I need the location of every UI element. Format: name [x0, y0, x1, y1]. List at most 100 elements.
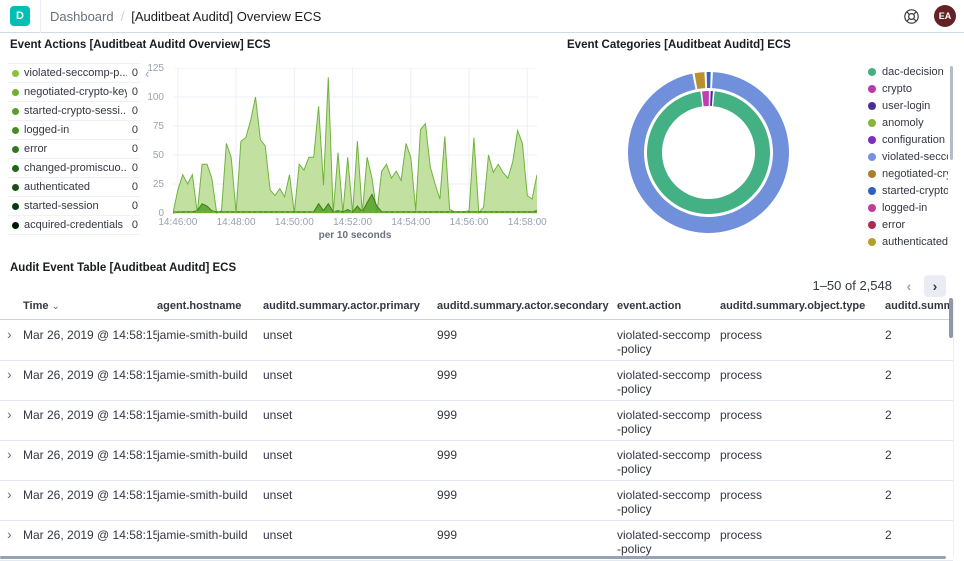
x-tick-label: 14:48:00	[216, 217, 256, 228]
column-header-auditd-summary-object-type[interactable]: auditd.summary.object.type	[720, 300, 866, 312]
breadcrumb-separator: /	[120, 9, 125, 24]
expand-column-header	[0, 300, 23, 319]
pagination-next-button[interactable]: ›	[924, 275, 946, 297]
legend-item[interactable]: violated-seccomp-p... 0	[8, 64, 140, 83]
legend-color-dot	[868, 220, 876, 229]
legend-item[interactable]: authenticated	[868, 233, 948, 250]
breadcrumb-dashboard-link[interactable]: Dashboard	[50, 9, 114, 24]
cell-object-type: process	[720, 328, 763, 342]
cell-object-type: process	[720, 408, 763, 422]
pagination-prev-button[interactable]: ‹	[906, 278, 912, 294]
cell-agent-hostname: jamie-smith-build	[157, 488, 248, 502]
legend-item-label: negotiated-crypto...	[882, 167, 948, 180]
legend-scrollbar[interactable]	[950, 66, 953, 160]
table-vertical-scrollbar[interactable]	[949, 298, 953, 338]
legend-item[interactable]: violated-seccomp...	[868, 148, 948, 165]
x-tick-label: 14:58:00	[507, 217, 547, 228]
legend-item[interactable]: changed-promiscuo... 0	[8, 159, 140, 178]
area-chart-x-axis-title: per 10 seconds	[318, 230, 392, 241]
legend-item[interactable]: error	[868, 216, 948, 233]
column-header-auditd-summary-actor-primary[interactable]: auditd.summary.actor.primary	[263, 300, 420, 312]
cell-actor-secondary: 999	[437, 448, 458, 462]
cell-actor-primary: unset	[263, 528, 293, 542]
sort-icon: ⌄	[51, 301, 60, 312]
user-avatar[interactable]: EA	[934, 5, 956, 27]
legend-item[interactable]: logged-in 0	[8, 121, 140, 140]
legend-item[interactable]: authenticated 0	[8, 178, 140, 197]
legend-color-dot	[868, 186, 876, 195]
column-header-event-action[interactable]: event.action	[617, 300, 682, 312]
legend-collapse-icon[interactable]: ‹	[145, 66, 150, 81]
legend-item-value: 0	[131, 219, 138, 231]
legend-item[interactable]: acquired-credentials 0	[8, 216, 140, 235]
legend-item-label: acquired-credentials	[24, 219, 124, 231]
donut-chart[interactable]	[627, 71, 790, 234]
event-categories-panel-title: Event Categories [Auditbeat Auditd] ECS	[567, 39, 791, 51]
y-tick-label: 75	[152, 121, 164, 132]
cell-agent-hostname: jamie-smith-build	[157, 528, 248, 542]
cell-agent-hostname: jamie-smith-build	[157, 448, 248, 462]
x-tick-label: 14:46:00	[158, 217, 198, 228]
legend-item[interactable]: started-crypto-se...	[868, 182, 948, 199]
table-row[interactable]: › Mar 26, 2019 @ 14:58:15.245jamie-smith-…	[0, 401, 953, 441]
event-actions-panel-title: Event Actions [Auditbeat Auditd Overview…	[10, 39, 271, 51]
legend-item[interactable]: configuration	[868, 131, 948, 148]
area-chart-y-axis: 0 25 50 75 100 125	[136, 64, 168, 219]
row-expand-icon[interactable]: ›	[7, 366, 12, 382]
legend-item-label: changed-promiscuo...	[24, 162, 127, 174]
cell-summary: 2	[885, 328, 892, 342]
row-expand-icon[interactable]: ›	[7, 526, 12, 542]
table-row[interactable]: › Mar 26, 2019 @ 14:58:15.245jamie-smith-…	[0, 361, 953, 401]
donut-segment-crypto[interactable]	[702, 90, 709, 107]
row-expand-icon[interactable]: ›	[7, 406, 12, 422]
help-icon[interactable]	[903, 8, 920, 25]
legend-item[interactable]: started-crypto-sessi... 0	[8, 102, 140, 121]
table-row[interactable]: › Mar 26, 2019 @ 14:58:15.245jamie-smith-…	[0, 521, 953, 561]
legend-item-label: negotiated-crypto-key	[24, 86, 127, 98]
cell-actor-primary: unset	[263, 368, 293, 382]
table-horizontal-scrollbar[interactable]	[0, 556, 946, 559]
legend-item-value: 0	[131, 67, 138, 79]
legend-item[interactable]: anomoly	[868, 114, 948, 131]
legend-item[interactable]: dac-decision	[868, 63, 948, 80]
legend-item[interactable]: started-session 0	[8, 197, 140, 216]
cell-summary: 2	[885, 368, 892, 382]
area-chart[interactable]	[173, 68, 537, 215]
legend-item-value: 0	[131, 162, 138, 174]
table-row[interactable]: › Mar 26, 2019 @ 14:58:15.245jamie-smith-…	[0, 441, 953, 481]
row-expand-icon[interactable]: ›	[7, 326, 12, 342]
donut-segment-started-crypto-session[interactable]	[706, 72, 711, 89]
column-header-auditd-summary-actor-secondary[interactable]: auditd.summary.actor.secondary	[437, 300, 609, 312]
legend-item[interactable]: error 0	[8, 140, 140, 159]
legend-item-label: dac-decision	[882, 65, 944, 78]
event-actions-legend: violated-seccomp-p... 0 negotiated-crypto-…	[8, 63, 140, 235]
y-tick-label: 25	[152, 179, 164, 190]
column-header-Time[interactable]: Time ⌄	[23, 300, 60, 312]
donut-segment-dac-decision[interactable]	[646, 91, 770, 215]
y-tick-label: 100	[147, 92, 164, 103]
pagination-label: 1–50 of 2,548	[812, 278, 892, 293]
cell-time: Mar 26, 2019 @ 14:58:15.245	[23, 448, 157, 462]
legend-item[interactable]: user-login	[868, 97, 948, 114]
cell-actor-secondary: 999	[437, 408, 458, 422]
cell-object-type: process	[720, 448, 763, 462]
column-header-agent-hostname[interactable]: agent.hostname	[157, 300, 242, 312]
y-tick-label: 50	[152, 150, 164, 161]
legend-item[interactable]: crypto	[868, 80, 948, 97]
legend-item[interactable]: logged-in	[868, 199, 948, 216]
legend-item-value: 0	[131, 181, 138, 193]
row-expand-icon[interactable]: ›	[7, 446, 12, 462]
table-row[interactable]: › Mar 26, 2019 @ 14:58:15.245jamie-smith-…	[0, 321, 953, 361]
legend-item-label: error	[24, 143, 48, 155]
legend-color-dot	[868, 237, 876, 246]
legend-item-label: violated-seccomp-p...	[24, 67, 127, 79]
app-logo[interactable]: D	[10, 6, 30, 26]
column-header-auditd-summary[interactable]: auditd.summary	[885, 300, 953, 312]
legend-color-dot	[868, 169, 876, 178]
legend-item[interactable]: negotiated-crypto-key 0	[8, 83, 140, 102]
donut-segment-negotiated-crypto-key[interactable]	[694, 72, 706, 89]
donut-segment-user-login[interactable]	[710, 91, 713, 107]
table-row[interactable]: › Mar 26, 2019 @ 14:58:15.245jamie-smith-…	[0, 481, 953, 521]
legend-item[interactable]: negotiated-crypto...	[868, 165, 948, 182]
row-expand-icon[interactable]: ›	[7, 486, 12, 502]
